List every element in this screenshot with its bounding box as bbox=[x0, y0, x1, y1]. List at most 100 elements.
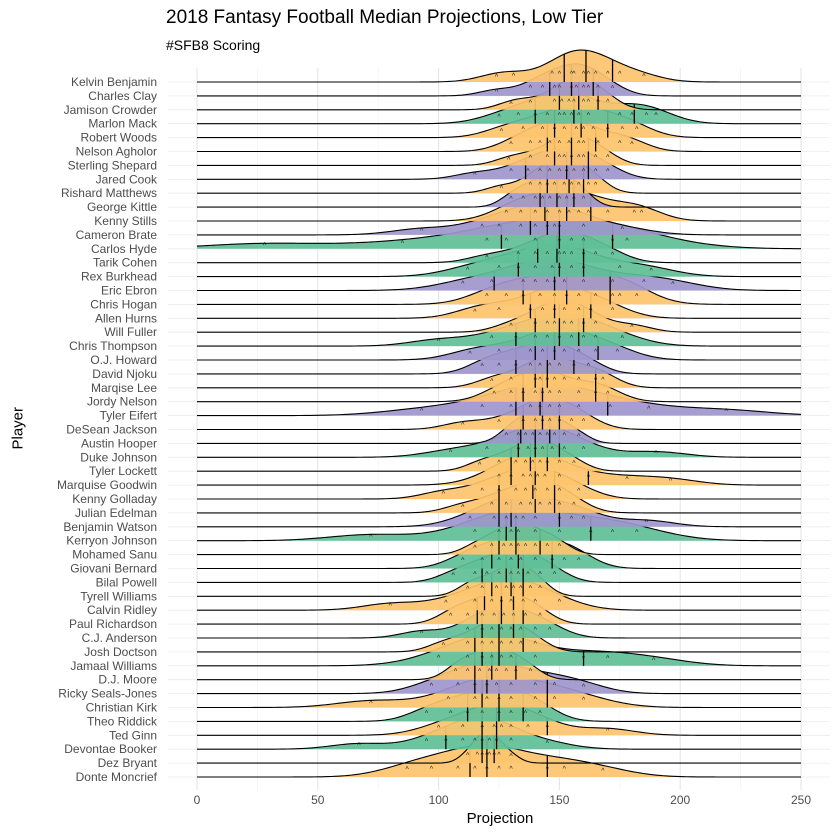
projection-point: ^ bbox=[473, 599, 477, 606]
projection-point: ^ bbox=[538, 710, 542, 717]
projection-point: ^ bbox=[587, 363, 591, 370]
projection-point: ^ bbox=[606, 391, 610, 398]
projection-point: ^ bbox=[509, 599, 513, 606]
projection-point: ^ bbox=[558, 530, 562, 537]
projection-point: ^ bbox=[430, 766, 434, 773]
projection-point: ^ bbox=[563, 280, 567, 287]
projection-point: ^ bbox=[534, 488, 538, 495]
projection-point: ^ bbox=[582, 280, 586, 287]
projection-point: ^ bbox=[558, 266, 562, 273]
projection-point: ^ bbox=[582, 154, 586, 161]
projection-point: ^ bbox=[570, 321, 574, 328]
projection-point: ^ bbox=[497, 571, 501, 578]
projection-point: ^ bbox=[575, 127, 579, 134]
projection-point: ^ bbox=[606, 210, 610, 217]
projection-point: ^ bbox=[473, 545, 477, 552]
projection-point: ^ bbox=[596, 99, 600, 106]
player-label: Ricky Seals-Jones bbox=[58, 687, 157, 701]
projection-point: ^ bbox=[509, 571, 513, 578]
projection-point: ^ bbox=[546, 210, 550, 217]
projection-point: ^ bbox=[596, 141, 600, 148]
projection-point: ^ bbox=[558, 252, 562, 259]
projection-point: ^ bbox=[512, 585, 516, 592]
projection-point: ^ bbox=[442, 491, 446, 498]
projection-point: ^ bbox=[625, 238, 629, 245]
projection-point: ^ bbox=[611, 307, 615, 314]
density-area bbox=[197, 355, 801, 388]
projection-point: ^ bbox=[519, 502, 523, 509]
projection-point: ^ bbox=[565, 196, 569, 203]
projection-point: ^ bbox=[546, 766, 550, 773]
projection-point: ^ bbox=[451, 573, 455, 580]
projection-point: ^ bbox=[454, 669, 458, 676]
projection-point: ^ bbox=[490, 544, 494, 551]
projection-point: ^ bbox=[669, 478, 673, 485]
projection-point: ^ bbox=[572, 196, 576, 203]
projection-point: ^ bbox=[512, 73, 516, 80]
projection-point: ^ bbox=[647, 406, 651, 413]
player-label: Tyrell Williams bbox=[80, 589, 157, 603]
projection-point: ^ bbox=[522, 599, 526, 606]
projection-point: ^ bbox=[567, 99, 571, 106]
density-outline bbox=[197, 105, 801, 139]
projection-point: ^ bbox=[594, 182, 598, 189]
projection-point: ^ bbox=[406, 766, 410, 773]
projection-point: ^ bbox=[526, 724, 530, 731]
projection-point: ^ bbox=[473, 530, 477, 537]
projection-point: ^ bbox=[461, 724, 465, 731]
projection-point: ^ bbox=[480, 558, 484, 565]
projection-point: ^ bbox=[509, 697, 513, 704]
projection-point: ^ bbox=[577, 182, 581, 189]
projection-point: ^ bbox=[509, 323, 513, 330]
projection-point: ^ bbox=[724, 409, 728, 416]
x-tick-label: 0 bbox=[194, 793, 201, 807]
projection-point: ^ bbox=[563, 113, 567, 120]
ridge-george-kittle: ^ ^ ^ ^ ^ ^ ^ ^ ^ bbox=[197, 174, 801, 208]
projection-point: ^ bbox=[420, 631, 424, 638]
player-label: Robert Woods bbox=[81, 131, 157, 145]
projection-point: ^ bbox=[558, 154, 562, 161]
projection-point: ^ bbox=[495, 738, 499, 745]
projection-point: ^ bbox=[548, 168, 552, 175]
projection-point: ^ bbox=[570, 113, 574, 120]
projection-point: ^ bbox=[497, 710, 501, 717]
projection-point: ^ bbox=[497, 558, 501, 565]
player-label: Carlos Hyde bbox=[91, 242, 157, 256]
projection-point: ^ bbox=[558, 196, 562, 203]
projection-point: ^ bbox=[577, 113, 581, 120]
projection-point: ^ bbox=[558, 474, 562, 481]
projection-point: ^ bbox=[493, 724, 497, 731]
density-outline bbox=[197, 132, 801, 166]
projection-point: ^ bbox=[642, 74, 646, 81]
projection-point: ^ bbox=[500, 655, 504, 662]
projection-point: ^ bbox=[563, 766, 567, 773]
projection-point: ^ bbox=[582, 196, 586, 203]
projection-point: ^ bbox=[621, 335, 625, 342]
projection-point: ^ bbox=[553, 99, 557, 106]
projection-point: ^ bbox=[563, 558, 567, 565]
projection-point: ^ bbox=[485, 238, 489, 245]
projection-point: ^ bbox=[538, 585, 542, 592]
projection-point: ^ bbox=[502, 613, 506, 620]
projection-point: ^ bbox=[558, 460, 562, 467]
density-area bbox=[197, 189, 801, 221]
projection-point: ^ bbox=[618, 71, 622, 78]
projection-point: ^ bbox=[601, 768, 605, 775]
projection-point: ^ bbox=[509, 683, 513, 690]
projection-point: ^ bbox=[538, 432, 542, 439]
projection-point: ^ bbox=[594, 321, 598, 328]
projection-point: ^ bbox=[611, 293, 615, 300]
projection-point: ^ bbox=[500, 599, 504, 606]
projection-point: ^ bbox=[505, 669, 509, 676]
projection-point: ^ bbox=[570, 85, 574, 92]
player-label: Calvin Ridley bbox=[87, 603, 157, 617]
projection-point: ^ bbox=[534, 558, 538, 565]
projection-point: ^ bbox=[493, 752, 497, 759]
player-label: David Njoku bbox=[92, 367, 157, 381]
projection-point: ^ bbox=[502, 544, 506, 551]
projection-point: ^ bbox=[522, 127, 526, 134]
projection-point: ^ bbox=[466, 753, 470, 760]
projection-point: ^ bbox=[480, 655, 484, 662]
projection-point: ^ bbox=[534, 238, 538, 245]
